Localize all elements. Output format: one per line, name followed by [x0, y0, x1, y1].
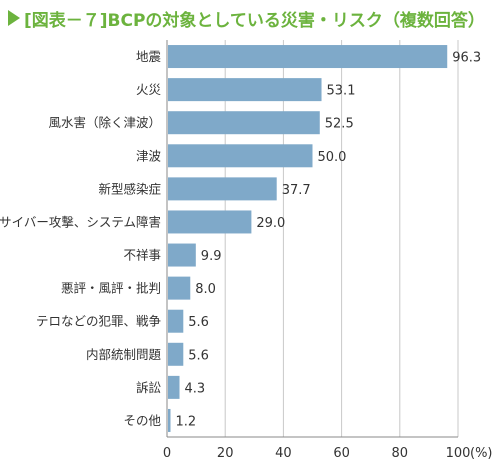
bar	[168, 309, 184, 333]
value-label: 5.6	[188, 348, 209, 363]
value-label: 5.6	[188, 315, 209, 330]
bar	[168, 144, 313, 168]
chart-title: [図表－７]BCPの対象としている災害・リスク（複数回答）	[8, 6, 485, 31]
value-label: 1.2	[175, 414, 196, 429]
category-label: 火災	[136, 82, 162, 97]
value-label: 8.0	[195, 282, 216, 297]
bar	[168, 342, 184, 366]
bar	[168, 276, 191, 300]
category-label: 津波	[136, 148, 162, 163]
value-label: 9.9	[201, 249, 222, 264]
bar	[168, 210, 252, 234]
triangle-icon	[8, 10, 20, 26]
category-label: 地震	[136, 49, 162, 64]
value-label: 37.7	[282, 183, 311, 198]
tick-label: 60	[333, 446, 350, 461]
category-label: 悪評・風評・批判	[61, 281, 161, 296]
bar	[168, 408, 171, 432]
value-label: 4.3	[185, 381, 206, 396]
value-label: 29.0	[256, 216, 285, 231]
value-label: 50.0	[318, 150, 347, 165]
value-label: 96.3	[452, 51, 481, 66]
bar	[168, 45, 448, 69]
bar	[168, 243, 196, 267]
tick-label: 80	[392, 446, 409, 461]
tick-label: 100	[446, 446, 471, 461]
tick-label: 0	[163, 446, 171, 461]
value-label: 52.5	[325, 117, 354, 132]
chart-title-text: [図表－７]BCPの対象としている災害・リスク（複数回答）	[24, 10, 485, 31]
category-label: 内部統制問題	[86, 347, 162, 362]
bar	[168, 177, 277, 201]
value-label: 53.1	[327, 84, 356, 99]
category-label: 風水害（除く津波）	[48, 115, 161, 130]
bar	[168, 111, 320, 135]
category-label: 不祥事	[123, 248, 161, 263]
category-label: テロなどの犯罪、戦争	[36, 314, 161, 329]
bar	[168, 78, 322, 102]
category-label: 訴訟	[136, 380, 162, 395]
tick-label: 20	[217, 446, 234, 461]
unit-label: (%)	[470, 446, 493, 461]
tick-label: 40	[275, 446, 292, 461]
category-label: その他	[123, 413, 161, 428]
bar	[168, 375, 180, 399]
category-label: サイバー攻撃、システム障害	[0, 214, 161, 229]
category-label: 新型感染症	[98, 181, 161, 196]
